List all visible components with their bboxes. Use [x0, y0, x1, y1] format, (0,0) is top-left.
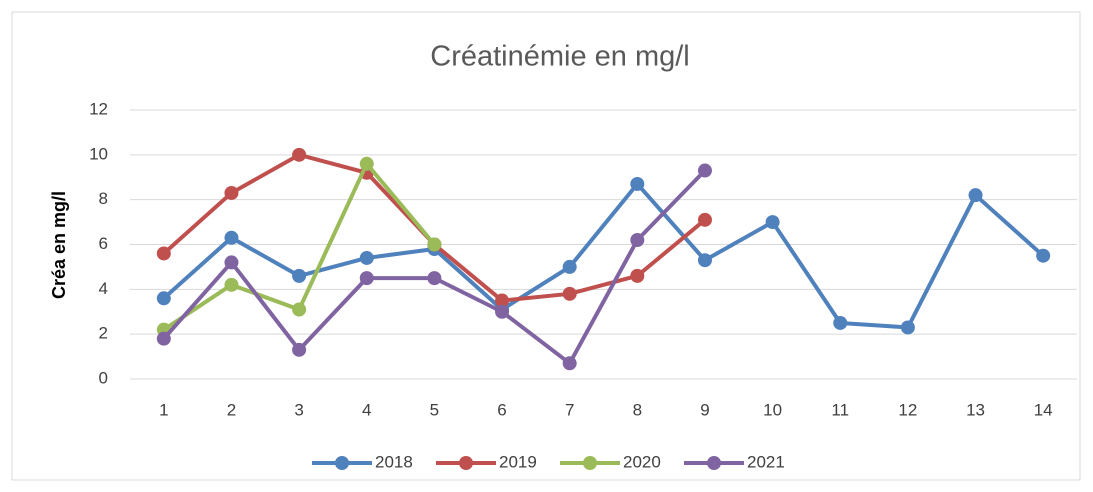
data-point: [292, 302, 307, 317]
data-point: [495, 293, 510, 308]
x-tick-label: 7: [565, 400, 574, 419]
legend-label: 2020: [623, 452, 661, 471]
chart-title: Créatinémie en mg/l: [430, 41, 690, 73]
chart-border: [11, 11, 1081, 481]
legend-marker: [459, 456, 473, 470]
x-tick-label: 1: [159, 400, 168, 419]
data-point: [359, 271, 374, 286]
x-tick-label: 9: [700, 400, 709, 419]
data-point: [224, 277, 239, 292]
data-point: [697, 253, 712, 268]
data-point: [427, 271, 442, 286]
legend-marker: [707, 456, 721, 470]
data-point: [562, 286, 577, 301]
data-point: [359, 250, 374, 265]
data-point: [224, 185, 239, 200]
data-point: [968, 188, 983, 203]
data-point: [156, 291, 171, 306]
data-point: [833, 315, 848, 330]
x-tick-label: 5: [430, 400, 439, 419]
x-tick-label: 11: [831, 400, 849, 419]
legend-marker: [335, 456, 349, 470]
y-tick-label: 4: [99, 279, 108, 298]
data-point: [495, 304, 510, 319]
data-point: [359, 156, 374, 171]
y-tick-label: 12: [89, 99, 108, 118]
data-point: [697, 212, 712, 227]
data-point: [1036, 248, 1051, 263]
series-line: [162, 181, 1045, 330]
x-tick-label: 10: [763, 400, 782, 419]
x-tick-label: 3: [294, 400, 303, 419]
x-tick-label: 4: [362, 400, 371, 419]
data-point: [292, 147, 307, 162]
data-point: [630, 176, 645, 191]
legend-label: 2019: [499, 452, 537, 471]
y-tick-label: 0: [99, 368, 108, 387]
x-tick-label: 12: [898, 400, 917, 419]
data-point: [292, 268, 307, 283]
data-point: [630, 233, 645, 248]
data-point: [224, 255, 239, 270]
y-tick-label: 8: [99, 189, 108, 208]
data-point: [427, 237, 442, 252]
data-point: [224, 230, 239, 245]
legend-label: 2018: [375, 452, 413, 471]
data-point: [900, 320, 915, 335]
data-point: [765, 215, 780, 230]
data-point: [156, 246, 171, 261]
x-tick-label: 2: [227, 400, 236, 419]
data-point: [562, 356, 577, 371]
x-tick-label: 14: [1034, 400, 1053, 419]
data-point: [630, 268, 645, 283]
data-point: [156, 331, 171, 346]
legend-label: 2021: [747, 452, 785, 471]
x-tick-label: 13: [966, 400, 985, 419]
y-axis-label: Créa en mg/l: [49, 191, 69, 299]
legend-marker: [583, 456, 597, 470]
data-point: [562, 259, 577, 274]
y-tick-label: 6: [99, 234, 108, 253]
x-tick-label: 6: [497, 400, 506, 419]
data-point: [292, 342, 307, 357]
y-tick-label: 10: [89, 144, 108, 163]
y-tick-label: 2: [99, 324, 108, 343]
x-tick-label: 8: [633, 400, 642, 419]
data-point: [697, 163, 712, 178]
